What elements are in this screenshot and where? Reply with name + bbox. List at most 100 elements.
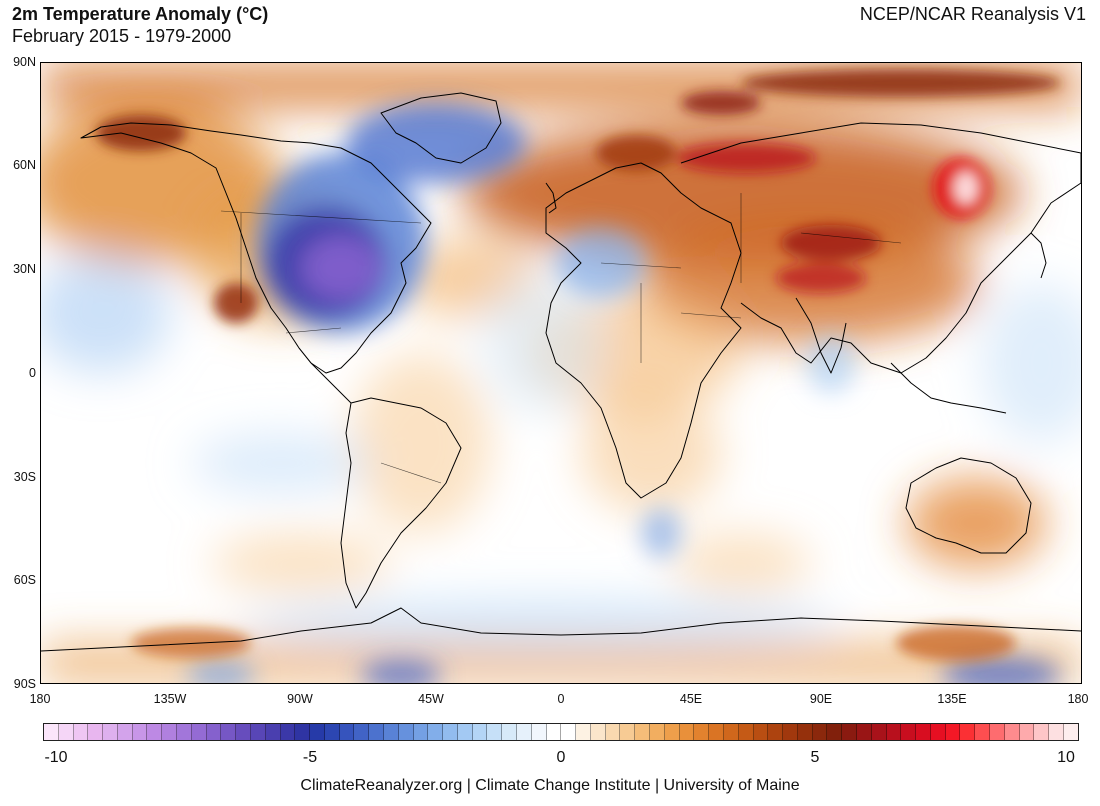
lon-label-135e: 135E [937, 692, 967, 706]
colorbar-swatch [856, 724, 872, 740]
colorbar-swatch [694, 724, 710, 740]
lat-label-30s: 30S [13, 470, 36, 484]
colorbar-swatch [369, 724, 384, 740]
colorbar-swatch [768, 724, 784, 740]
colorbar-swatch [738, 724, 754, 740]
colorbar-swatch [620, 724, 636, 740]
colorbar-swatch [310, 724, 325, 740]
colorbar-swatch [132, 724, 148, 740]
colorbar-swatch [886, 724, 902, 740]
lon-label-0: 0 [557, 692, 565, 706]
coast-southeast-asia [890, 362, 1007, 414]
colorbar-swatch [472, 724, 488, 740]
colorbar-swatch [354, 724, 370, 740]
colorbar-swatch [1063, 724, 1078, 740]
colorbar-swatch [280, 724, 296, 740]
colorbar-label-neg5: -5 [302, 749, 318, 766]
colorbar-swatch [1004, 724, 1020, 740]
colorbar-swatch [605, 724, 621, 740]
colorbar-label-min: -10 [44, 749, 68, 766]
colorbar-swatch [191, 724, 207, 740]
lat-label-60s: 60S [13, 573, 36, 587]
coast-japan [1030, 232, 1047, 279]
colorbar-swatch [635, 724, 651, 740]
colorbar-swatch [842, 724, 857, 740]
colorbar-swatch [413, 724, 429, 740]
colorbar-swatch [546, 724, 562, 740]
coast-europe-africa [545, 162, 742, 499]
colorbar-swatch [797, 724, 813, 740]
map-title: 2m Temperature Anomaly (°C) [12, 4, 269, 24]
colorbar-label-zero: 0 [556, 749, 566, 766]
colorbar-swatch [901, 724, 917, 740]
colorbar-swatch [650, 724, 665, 740]
colorbar-swatch [88, 724, 104, 740]
coast-south-america [340, 397, 462, 609]
lon-label-90e: 90E [809, 692, 833, 706]
colorbar-swatch [177, 724, 192, 740]
colorbar-swatch [679, 724, 695, 740]
colorbar-swatch [73, 724, 89, 740]
anomaly-map [40, 62, 1082, 684]
lat-label-30n: 30N [13, 262, 36, 276]
colorbar-swatch [339, 724, 355, 740]
map-subtitle: February 2015 - 1979-2000 [12, 26, 232, 46]
lon-label-45e: 45E [679, 692, 703, 706]
colorbar-label-pos5: 5 [810, 749, 820, 766]
anomaly-map-canvas [41, 63, 1081, 683]
lat-label-equator: 0 [29, 366, 36, 380]
coast-uk [545, 182, 557, 214]
colorbar-swatch [250, 724, 266, 740]
coast-greenland [380, 92, 502, 164]
lat-label-90s: 90S [13, 677, 36, 691]
lat-label-90n: 90N [13, 55, 36, 69]
colorbar-swatch [295, 724, 311, 740]
colorbar-swatch [398, 724, 414, 740]
colorbar-swatch [576, 724, 591, 740]
colorbar-swatch [265, 724, 281, 740]
coast-north-america [80, 122, 432, 374]
lon-label-135w: 135W [153, 692, 187, 706]
colorbar-swatch [1034, 724, 1050, 740]
colorbar-swatch [990, 724, 1005, 740]
coastlines [41, 92, 1081, 652]
lat-label-60n: 60N [13, 158, 36, 172]
coast-antarctica [41, 607, 1081, 652]
colorbar-swatch [103, 724, 118, 740]
colorbar-swatch [162, 724, 178, 740]
colorbar-swatch [812, 724, 828, 740]
colorbar-swatch [44, 724, 59, 740]
colorbar-swatch [236, 724, 251, 740]
footer-credit: ClimateReanalyzer.org | Climate Change I… [300, 777, 800, 794]
colorbar-swatch [709, 724, 724, 740]
colorbar-swatch [916, 724, 931, 740]
colorbar-swatch [1019, 724, 1035, 740]
data-source: NCEP/NCAR Reanalysis V1 [859, 4, 1086, 24]
colorbar-swatch [960, 724, 976, 740]
colorbar-label-max: 10 [1057, 749, 1075, 766]
colorbar-swatch [723, 724, 739, 740]
colorbar-swatch [428, 724, 444, 740]
colorbar-swatch [531, 724, 547, 740]
colorbar-swatch [590, 724, 606, 740]
colorbar-swatch [324, 724, 340, 740]
colorbar-swatch [383, 724, 399, 740]
anomaly-field-hotspots [96, 69, 1061, 661]
colorbar-swatch [945, 724, 961, 740]
colorbar-swatch [221, 724, 237, 740]
coast-india [795, 297, 847, 374]
coast-asia [680, 122, 1081, 374]
colorbar-swatch [561, 724, 577, 740]
colorbar-swatch [517, 724, 532, 740]
colorbar-swatch [930, 724, 946, 740]
colorbar-swatch [443, 724, 458, 740]
colorbar-swatch [753, 724, 769, 740]
colorbar-swatch [457, 724, 473, 740]
lon-label-90w: 90W [287, 692, 313, 706]
colorbar-swatch [487, 724, 503, 740]
colorbar-swatch [664, 724, 680, 740]
colorbar [43, 723, 1079, 741]
colorbar-swatch [871, 724, 887, 740]
colorbar-swatch [502, 724, 517, 740]
lon-label-180w: 180 [29, 692, 51, 706]
